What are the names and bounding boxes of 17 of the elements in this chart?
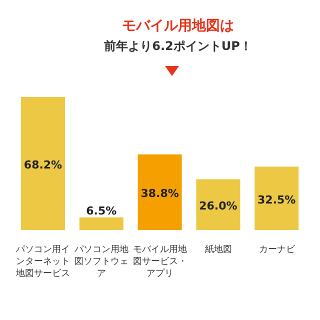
bar (21, 97, 66, 230)
x-tick-label: 紙地図 (204, 244, 232, 255)
bar (79, 217, 124, 230)
x-tick-label: カーナビ (258, 244, 296, 255)
bar (138, 154, 182, 230)
x-tick-label: パソコン用地図ソフトウェア (74, 244, 129, 279)
data-label: 68.2% (24, 158, 62, 172)
bar (196, 179, 240, 230)
data-label: 32.5% (258, 193, 296, 206)
data-label: 38.8% (140, 187, 179, 200)
text: モバイル用地図は (121, 17, 235, 36)
data-label: 6.5% (86, 204, 117, 218)
data-label: 26.0% (199, 200, 238, 213)
bar (254, 166, 299, 230)
x-tick-label: モバイル用地図サービス・アプリ (133, 244, 187, 279)
x-tick-label: パソコン用インターネット地図サービス (15, 245, 70, 279)
text: 前年より6.2ポイントUP！ (103, 38, 253, 55)
